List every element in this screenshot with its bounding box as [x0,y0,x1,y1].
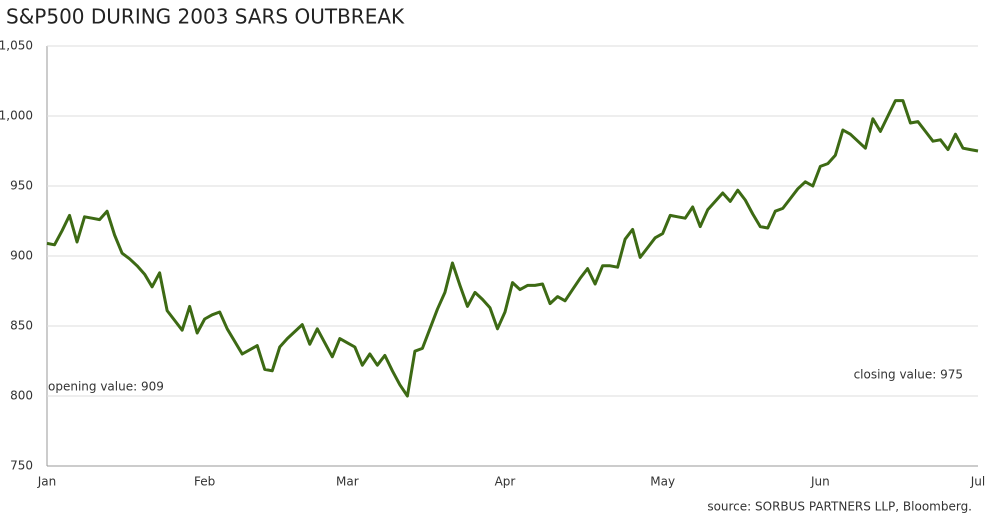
y-tick-label: 900 [10,249,33,263]
annotation: opening value: 909 [48,380,164,394]
x-tick-label: Jun [810,475,830,489]
annotation: closing value: 975 [854,368,963,382]
y-tick-label: 1,000 [0,109,33,123]
chart-title: S&P500 DURING 2003 SARS OUTBREAK [6,5,405,29]
x-tick-label: Feb [194,475,215,489]
x-tick-label: May [650,475,675,489]
y-tick-label: 800 [10,389,33,403]
x-tick-label: Jan [37,475,57,489]
x-tick-label: Jul [970,475,985,489]
source: source: SORBUS PARTNERS LLP, Bloomberg. [707,500,972,514]
line [46,99,979,398]
y-tick-label: 1,050 [0,39,33,53]
y-tick-label: 750 [10,459,33,473]
x-tick-label: Mar [336,475,359,489]
x-tick-label: Apr [495,475,516,489]
y-tick-label: 950 [10,179,33,193]
y-tick-label: 850 [10,319,33,333]
